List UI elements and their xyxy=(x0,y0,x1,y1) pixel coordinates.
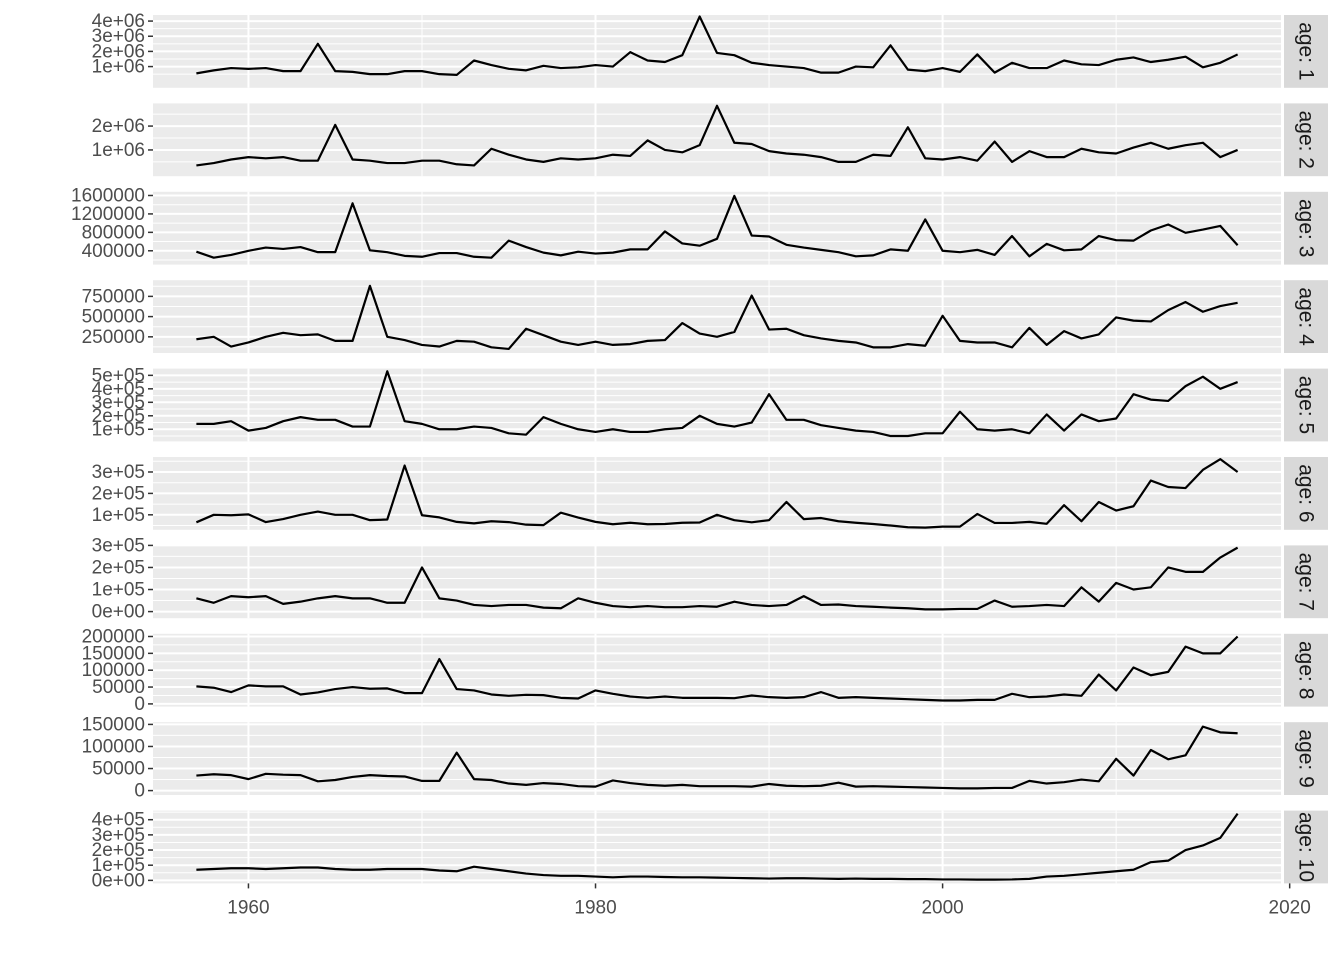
y-tick-label: 1e+06 xyxy=(92,57,145,78)
y-tick-label: 0e+00 xyxy=(92,870,145,891)
y-tick-label: 1e+05 xyxy=(92,855,145,876)
y-tick-label: 2e+05 xyxy=(92,483,145,504)
y-tick-label: 3e+05 xyxy=(92,535,145,556)
y-tick-label: 3e+05 xyxy=(92,392,145,413)
y-tick-label: 1e+06 xyxy=(92,140,145,161)
y-tick-label: 3e+06 xyxy=(92,26,145,47)
y-tick-label: 1e+05 xyxy=(92,505,145,526)
y-tick-label: 2e+05 xyxy=(92,840,145,861)
y-tick-label: 4e+06 xyxy=(92,11,145,32)
facet-strip xyxy=(1284,368,1328,442)
y-tick-label: 150000 xyxy=(82,714,145,735)
y-tick-label: 1200000 xyxy=(71,204,145,225)
facet-strip-label: age: 8 xyxy=(1295,641,1318,699)
x-tick-label: 2000 xyxy=(921,897,963,918)
y-tick-label: 2e+06 xyxy=(92,41,145,62)
facet-strip-label: age: 6 xyxy=(1295,464,1318,522)
x-tick-label: 2020 xyxy=(1269,897,1311,918)
series-line xyxy=(196,15,1239,77)
facet-strip xyxy=(1284,545,1328,619)
facet-strip-label: age: 7 xyxy=(1295,553,1318,611)
y-tick-label: 2e+06 xyxy=(92,116,145,137)
facet-strip-label: age: 2 xyxy=(1295,111,1318,169)
y-tick-label: 1e+05 xyxy=(92,419,145,440)
facet-strip-label: age: 4 xyxy=(1295,287,1318,346)
facet-strip-label: age: 9 xyxy=(1295,729,1318,787)
x-tick-label: 1960 xyxy=(227,897,269,918)
y-tick-label: 100000 xyxy=(82,736,145,757)
panel-background xyxy=(153,722,1281,795)
y-tick-label: 2e+05 xyxy=(92,406,145,427)
series-line xyxy=(196,546,1239,611)
y-tick-label: 4e+05 xyxy=(92,810,145,831)
facet-strip xyxy=(1284,191,1328,265)
y-tick-label: 50000 xyxy=(92,677,145,698)
facet-strip xyxy=(1284,810,1328,884)
facet-strip xyxy=(1284,280,1328,353)
y-tick-label: 0 xyxy=(134,781,145,802)
series-line xyxy=(196,725,1238,790)
panel-background xyxy=(153,191,1281,265)
series-line xyxy=(196,284,1238,351)
y-tick-label: 3e+05 xyxy=(92,462,145,483)
y-tick-label: 0 xyxy=(134,694,145,715)
series-line xyxy=(195,458,1239,529)
y-tick-label: 50000 xyxy=(92,759,145,780)
y-tick-label: 750000 xyxy=(82,286,145,307)
facet-strip-label: age: 5 xyxy=(1295,376,1318,434)
x-tick-label: 1980 xyxy=(574,897,616,918)
y-tick-label: 800000 xyxy=(82,222,145,243)
facet-strip xyxy=(1284,103,1328,177)
facet-strip-label: age: 3 xyxy=(1295,199,1318,257)
y-tick-label: 4e+05 xyxy=(92,379,145,400)
y-tick-label: 400000 xyxy=(82,241,145,262)
series-line xyxy=(196,635,1239,702)
facet-strip xyxy=(1284,633,1328,707)
series-line xyxy=(196,370,1239,438)
series-line xyxy=(196,812,1239,881)
y-tick-label: 3e+05 xyxy=(92,825,145,846)
y-tick-label: 1600000 xyxy=(71,185,145,206)
facet-strip xyxy=(1284,15,1328,88)
y-tick-label: 5e+05 xyxy=(92,365,145,386)
facet-strip xyxy=(1284,457,1328,530)
facet-panel: 1e+06 2e+06 age: 2 xyxy=(92,103,1328,177)
panel-background xyxy=(153,368,1281,442)
series-line xyxy=(196,104,1239,167)
facet-strip-label: age: 10 xyxy=(1295,812,1318,882)
facet-strip-label: age: 1 xyxy=(1295,22,1318,80)
y-tick-label: 0e+00 xyxy=(92,602,145,623)
y-tick-label: 250000 xyxy=(82,327,145,348)
panel-background xyxy=(153,810,1281,884)
y-tick-label: 2e+05 xyxy=(92,557,145,578)
series-line xyxy=(196,194,1239,259)
y-tick-label: 500000 xyxy=(82,307,145,328)
facet-strip xyxy=(1284,722,1328,795)
y-tick-label: 100000 xyxy=(82,660,145,681)
y-tick-label: 150000 xyxy=(82,643,145,664)
panel-background xyxy=(153,103,1281,177)
y-tick-label: 1e+05 xyxy=(92,580,145,601)
y-tick-label: 200000 xyxy=(82,626,145,647)
